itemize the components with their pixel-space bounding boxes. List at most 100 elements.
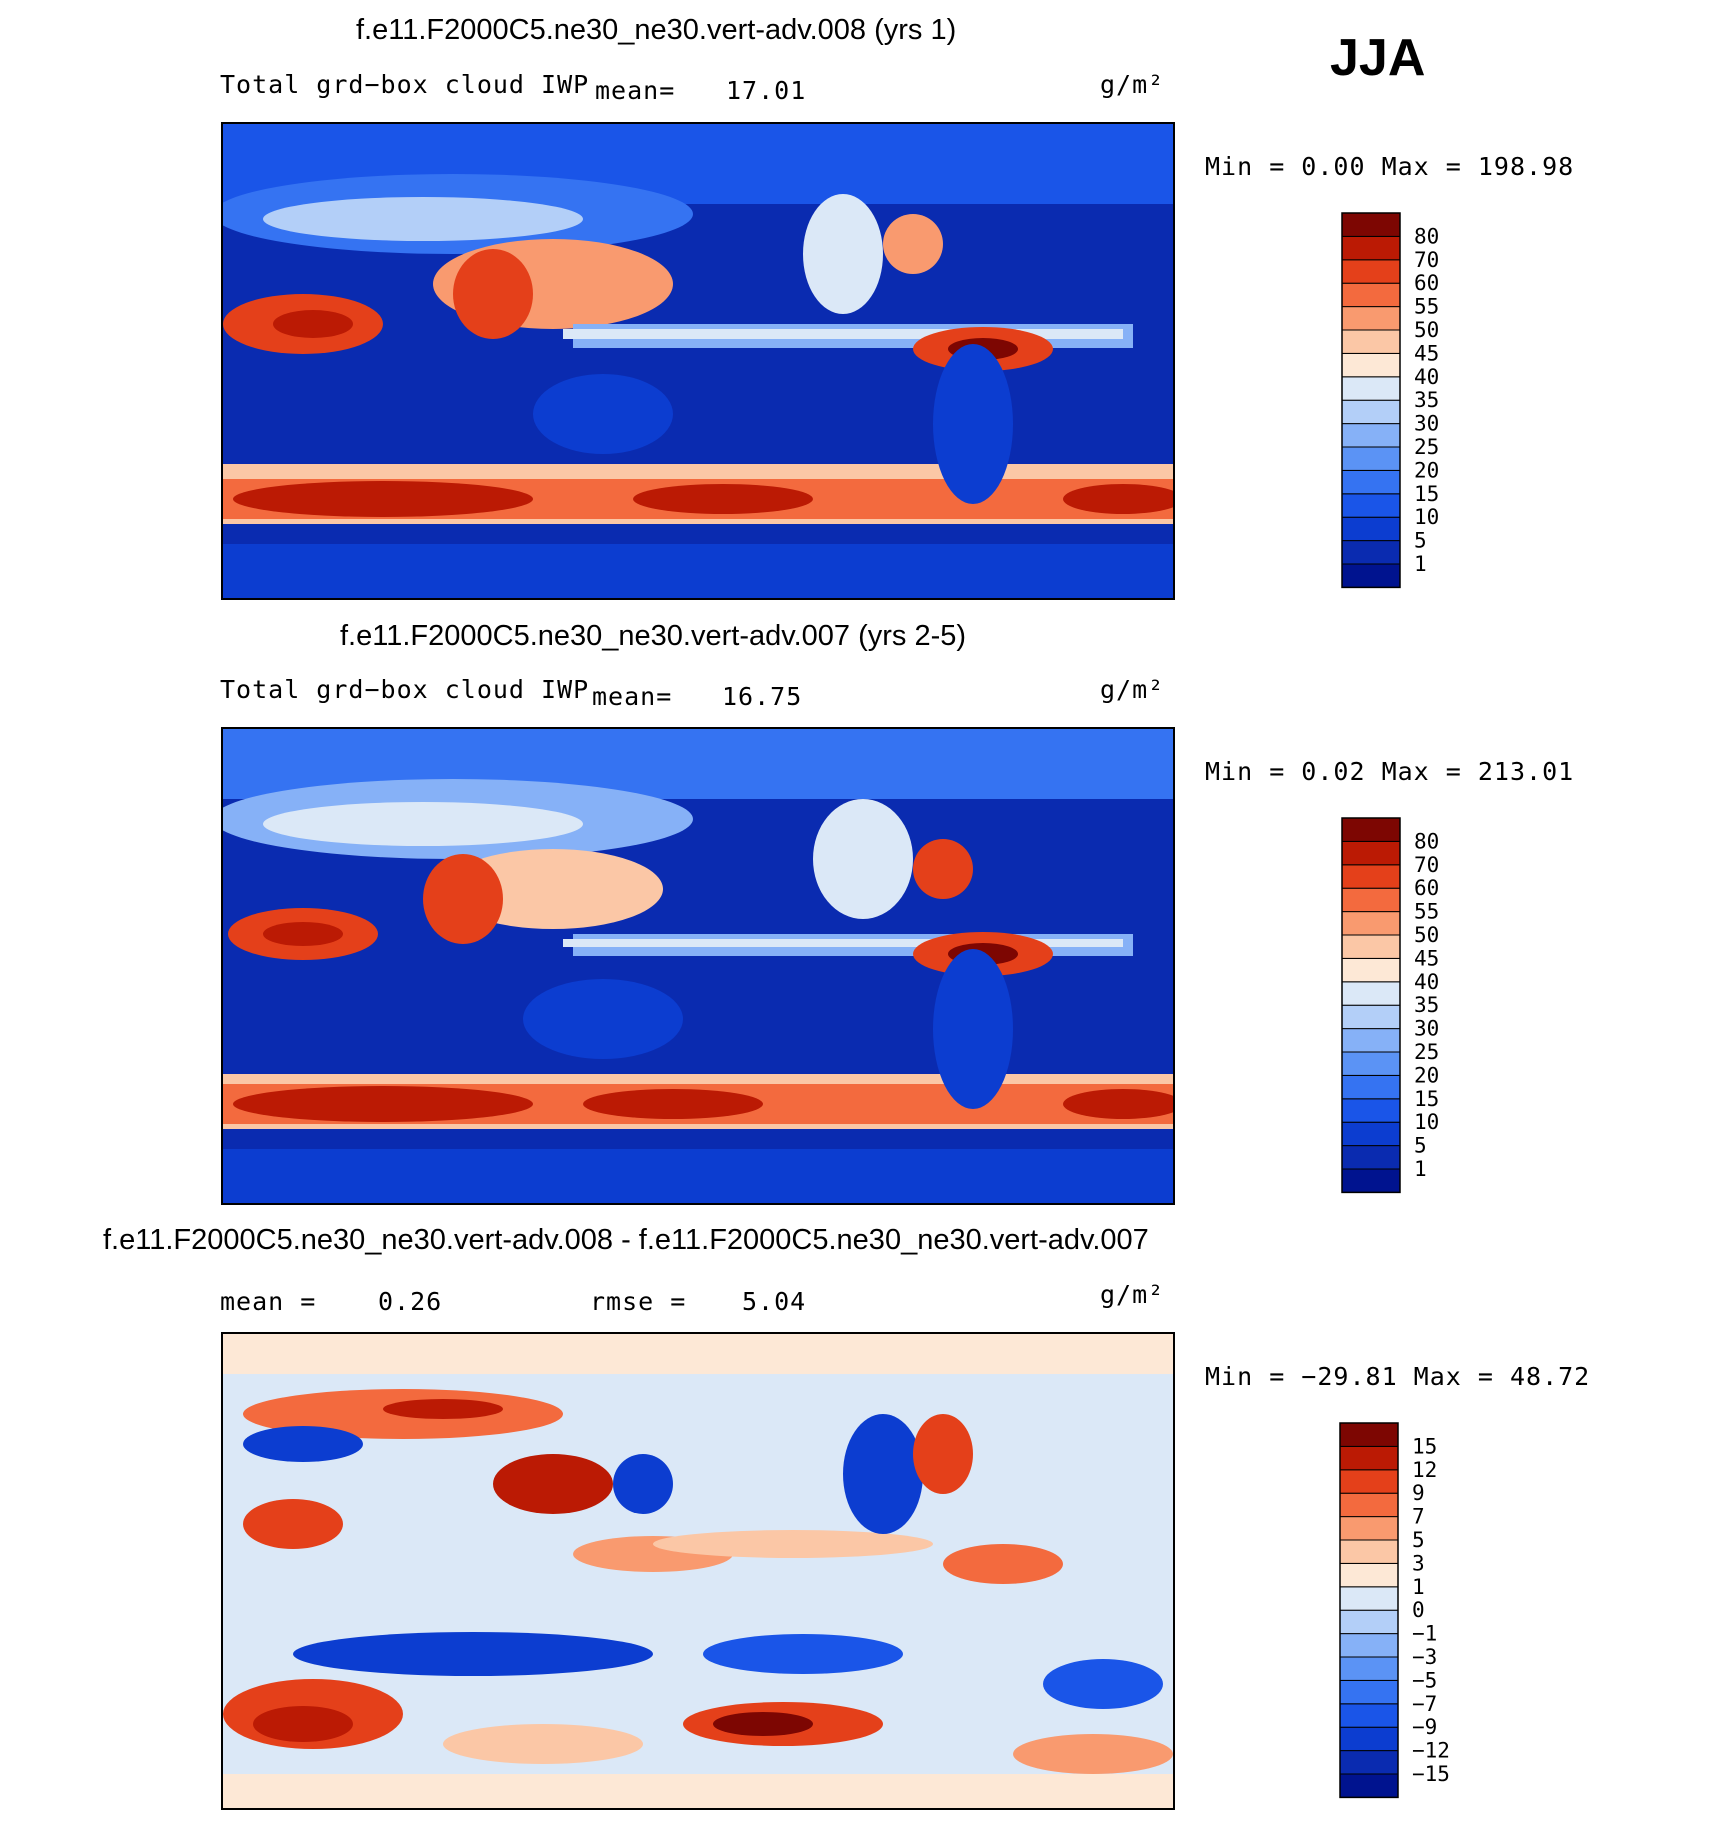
colorbar-swatch: [1339, 1562, 1399, 1588]
colorbar-tick-label: −7: [1412, 1692, 1437, 1716]
panel-2-mean-label: mean=: [592, 682, 673, 711]
colorbar-swatch: [1341, 1074, 1401, 1100]
colorbar-swatch: [1341, 1028, 1401, 1053]
colorbar-swatch: [1341, 282, 1401, 308]
season-label: JJA: [1330, 29, 1426, 87]
panel-3-mean-value: 0.26: [378, 1287, 443, 1316]
colorbar-tick-label: 7: [1412, 1505, 1425, 1529]
colorbar-swatch: [1341, 1145, 1401, 1170]
panel-1-map: [221, 122, 1175, 600]
colorbar-tick-label: 15: [1414, 482, 1439, 506]
colorbar-swatch: [1339, 1609, 1399, 1635]
colorbar-tick-label: 1: [1414, 552, 1427, 576]
colorbar-tick-label: 9: [1412, 1481, 1425, 1505]
colorbar-tick-label: 80: [1414, 829, 1439, 853]
colorbar-swatch: [1341, 352, 1401, 378]
colorbar-swatch: [1341, 446, 1401, 471]
panel-3-rmse-label: rmse =: [590, 1287, 687, 1316]
colorbar-swatch: [1341, 212, 1401, 237]
colorbar-tick-label: 55: [1414, 900, 1439, 924]
colorbar-tick-label: 30: [1414, 412, 1439, 436]
panel-1-minmax: Min = 0.00 Max = 198.98: [1205, 152, 1575, 181]
colorbar-tick-label: −12: [1412, 1739, 1450, 1763]
colorbar-tick-label: −1: [1412, 1622, 1437, 1646]
panel-3-unit: g/m²: [1100, 1280, 1165, 1309]
panel-1-title: f.e11.F2000C5.ne30_ne30.vert-adv.008 (yr…: [356, 14, 957, 46]
panel-3-colorbar: −15 −12 −9 −7 −5 −3 −1 0 1 3 5 7 9 12 15: [1339, 1422, 1460, 1808]
colorbar-tick-label: 15: [1412, 1434, 1437, 1458]
colorbar-tick-label: 50: [1414, 318, 1439, 342]
panel-2-title: f.e11.F2000C5.ne30_ne30.vert-adv.007 (yr…: [340, 620, 967, 652]
colorbar-frame: [1341, 212, 1401, 589]
colorbar-tick-label: 15: [1414, 1087, 1439, 1111]
colorbar-swatch: [1341, 887, 1401, 913]
colorbar-swatch: [1341, 1098, 1401, 1123]
panel-3-map: [221, 1332, 1175, 1810]
colorbar-swatch: [1341, 469, 1401, 495]
colorbar-tick-label: 20: [1414, 1063, 1439, 1087]
colorbar-tick-label: 60: [1414, 271, 1439, 295]
panel-2-unit: g/m²: [1100, 675, 1165, 704]
panel-1-mean-value: 17.01: [726, 76, 807, 105]
colorbar-tick-label: 5: [1414, 529, 1427, 553]
colorbar-tick-label: 45: [1414, 946, 1439, 970]
colorbar-tick-label: 0: [1412, 1598, 1425, 1622]
colorbar-frame: [1339, 1422, 1399, 1799]
colorbar-tick-label: 5: [1412, 1528, 1425, 1552]
colorbar-swatch: [1339, 1773, 1399, 1798]
colorbar-tick-label: 1: [1414, 1157, 1427, 1181]
colorbar-tick-label: 10: [1414, 505, 1439, 529]
colorbar-swatch: [1339, 1539, 1399, 1564]
colorbar-tick-label: 12: [1412, 1458, 1437, 1482]
colorbar-tick-label: 40: [1414, 970, 1439, 994]
colorbar-swatch: [1339, 1422, 1399, 1447]
panel-1-unit: g/m²: [1100, 70, 1165, 99]
colorbar-swatch: [1341, 957, 1401, 983]
colorbar-tick-label: 80: [1414, 224, 1439, 248]
panel-3-mean-label: mean =: [220, 1287, 317, 1316]
colorbar-tick-label: 40: [1414, 365, 1439, 389]
colorbar-swatch: [1339, 1656, 1399, 1681]
colorbar-tick-label: 60: [1414, 876, 1439, 900]
panel-2-minmax: Min = 0.02 Max = 213.01: [1205, 757, 1575, 786]
panel-2-variable-label: Total grd−box cloud IWP: [220, 675, 590, 704]
panel-1-variable-label: Total grd−box cloud IWP: [220, 70, 590, 99]
panel-1-heatmap: [223, 124, 1173, 598]
panel-1-colorbar: 1 5 10 15 20 25 30 35 40 45 50 55 60 70 80: [1341, 212, 1462, 598]
colorbar-frame: [1341, 817, 1401, 1194]
panel-2-colorbar: 1 5 10 15 20 25 30 35 40 45 50 55 60 70 80: [1341, 817, 1462, 1203]
panel-3-heatmap: [223, 1334, 1173, 1808]
colorbar-swatch: [1341, 911, 1401, 936]
colorbar-tick-label: 1: [1412, 1575, 1425, 1599]
colorbar-swatch: [1339, 1726, 1399, 1752]
panel-3-title: f.e11.F2000C5.ne30_ne30.vert-adv.008 - f…: [103, 1224, 1149, 1256]
colorbar-tick-label: 10: [1414, 1110, 1439, 1134]
panel-2-map: [221, 727, 1175, 1205]
colorbar-tick-label: 25: [1414, 1040, 1439, 1064]
colorbar-tick-label: 70: [1414, 248, 1439, 272]
colorbar-swatch: [1341, 934, 1401, 959]
colorbar-swatch: [1339, 1633, 1399, 1658]
colorbar-swatch: [1339, 1679, 1399, 1705]
panel-3-rmse-value: 5.04: [742, 1287, 807, 1316]
colorbar-swatch: [1341, 1121, 1401, 1147]
colorbar-swatch: [1341, 329, 1401, 354]
colorbar-swatch: [1341, 1004, 1401, 1030]
colorbar-swatch: [1341, 1051, 1401, 1076]
colorbar-swatch: [1339, 1469, 1399, 1494]
colorbar-tick-label: −3: [1412, 1645, 1437, 1669]
colorbar-tick-label: 25: [1414, 435, 1439, 459]
colorbar-swatch: [1341, 1168, 1401, 1193]
colorbar-tick-label: 20: [1414, 458, 1439, 482]
colorbar-tick-label: −15: [1412, 1762, 1450, 1786]
colorbar-tick-label: 55: [1414, 295, 1439, 319]
colorbar-tick-label: 5: [1414, 1134, 1427, 1158]
colorbar-swatch: [1341, 376, 1401, 401]
colorbar-swatch: [1339, 1516, 1399, 1541]
colorbar-swatch: [1341, 840, 1401, 866]
colorbar-tick-label: 35: [1414, 993, 1439, 1017]
colorbar-swatch: [1341, 864, 1401, 889]
colorbar-tick-label: 30: [1414, 1017, 1439, 1041]
colorbar-tick-label: 3: [1412, 1551, 1425, 1575]
panel-2-heatmap: [223, 729, 1173, 1203]
